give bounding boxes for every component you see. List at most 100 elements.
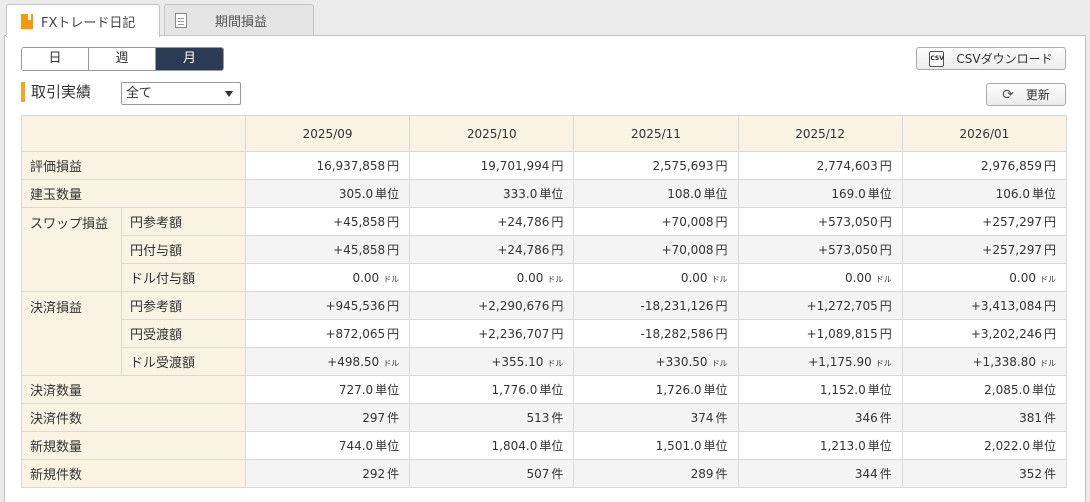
cell-unit: ドル: [875, 358, 892, 368]
table-cell: 1,804.0 単位: [409, 431, 575, 460]
table-cell: 2,085.0 単位: [901, 375, 1068, 404]
table-cell: 0.00 ドル: [737, 263, 903, 292]
table-cell: +1,175.90 ドル: [737, 347, 903, 376]
cell-unit: 円: [1043, 243, 1056, 257]
table-cell: 108.0 単位: [573, 179, 739, 208]
row-group-label: スワップ損益: [21, 207, 122, 292]
cell-unit: 円: [715, 215, 728, 229]
cell-unit: 件: [387, 467, 400, 481]
period-week-button[interactable]: 週: [89, 48, 156, 70]
row-sub-label: 円参考額: [121, 207, 246, 236]
cell-unit: 件: [715, 411, 728, 425]
table-cell: +872,065 円: [244, 319, 411, 348]
cell-value: -18,282,586: [640, 327, 714, 341]
cell-unit: 円: [715, 327, 728, 341]
table-cell: +573,050 円: [737, 207, 903, 236]
table-row: ドル付与額 0.00 ドル 0.00 ドル 0.00 ドル 0.00 ドル 0.00 ドル: [22, 263, 1068, 292]
cell-value: 507: [526, 467, 550, 481]
table-cell: +257,297 円: [901, 235, 1068, 264]
table-cell: 106.0 単位: [901, 179, 1068, 208]
table-cell: 346 件: [737, 403, 903, 432]
cell-unit: ドル: [711, 274, 728, 284]
table-cell: 1,213.0 単位: [737, 431, 903, 460]
table-row: 新規件数 292 件 507 件 289 件 344 件 352 件: [21, 459, 1068, 488]
csv-download-button[interactable]: CSV CSVダウンロード: [916, 47, 1066, 70]
refresh-button[interactable]: ⟳ 更新: [986, 83, 1066, 106]
cell-value: +1,338.80: [972, 354, 1037, 369]
cell-value: 1,501.0: [655, 439, 702, 453]
cell-unit: 単位: [867, 439, 892, 453]
row-label: 評価損益: [21, 151, 246, 180]
row-label: 新規数量: [21, 431, 246, 460]
cell-value: 0.00: [352, 270, 380, 285]
cell-unit: 円: [387, 299, 400, 313]
table-cell: +1,089,815 円: [737, 319, 903, 348]
table-row: 決済件数 297 件 513 件 374 件 346 件 381 件: [21, 403, 1068, 432]
table-cell: 1,152.0 単位: [737, 375, 903, 404]
cell-unit: 件: [1043, 411, 1056, 425]
cell-value: +45,858: [333, 243, 386, 257]
table-cell: +45,858 円: [244, 235, 411, 264]
table-cell: 0.00 ドル: [244, 263, 411, 292]
filter-select[interactable]: 全て: [121, 82, 241, 105]
cell-unit: ドル: [383, 274, 400, 284]
table-cell: 1,501.0 単位: [573, 431, 739, 460]
table-cell: -18,282,586 円: [573, 319, 739, 348]
section-accent-bar: [21, 82, 25, 102]
cell-unit: 単位: [1031, 187, 1056, 201]
cell-value: 2,085.0: [984, 383, 1030, 397]
table-cell: 507 件: [409, 459, 575, 488]
cell-unit: 件: [551, 411, 564, 425]
cell-value: 374: [690, 411, 714, 425]
row-sub-label: 円付与額: [121, 235, 246, 264]
cell-unit: 円: [387, 243, 400, 257]
table-cell: 344 件: [737, 459, 903, 488]
main-panel: 日 週 月 CSV CSVダウンロード 取引実績 全て ⟳ 更新 2025/09…: [4, 35, 1086, 502]
table-cell: +355.10 ドル: [409, 347, 575, 376]
cell-value: 2,022.0: [984, 439, 1030, 453]
cell-unit: 件: [715, 467, 728, 481]
period-month-button[interactable]: 月: [156, 48, 223, 70]
cell-unit: 単位: [375, 439, 400, 453]
table-cell: 2,022.0 単位: [901, 431, 1068, 460]
column-header: 2025/09: [244, 115, 411, 152]
table-cell: 169.0 単位: [737, 179, 903, 208]
table-cell: 305.0 単位: [244, 179, 411, 208]
table-cell: +1,338.80 ドル: [901, 347, 1068, 376]
cell-unit: ドル: [1040, 274, 1056, 284]
tab-fx-trade-diary[interactable]: FXトレード日記: [6, 4, 160, 37]
table-cell: +45,858 円: [244, 207, 411, 236]
tab-period-pnl[interactable]: 期間損益: [164, 4, 314, 36]
cell-value: 1,804.0: [491, 439, 538, 453]
table-cell: 744.0 単位: [244, 431, 411, 460]
table-cell: 333.0 単位: [409, 179, 575, 208]
notebook-icon: [21, 13, 33, 29]
cell-value: 169.0: [831, 187, 866, 201]
table-row: 円受渡額 +872,065 円 +2,236,707 円 -18,282,586 円 +1,0…: [22, 319, 1068, 348]
table-cell: 0.00 ドル: [409, 263, 575, 292]
table-cell: 0.00 ドル: [901, 263, 1068, 292]
cell-unit: ドル: [383, 358, 400, 368]
table-cell: +24,786 円: [409, 235, 575, 264]
cell-value: +257,297: [982, 243, 1042, 257]
table-cell: 0.00 ドル: [573, 263, 739, 292]
cell-unit: 単位: [539, 187, 564, 201]
table-row: 円付与額 +45,858 円 +24,786 円 +70,008 円 +573,050 円 +25…: [22, 235, 1068, 264]
period-day-button[interactable]: 日: [22, 48, 89, 70]
table-cell: 19,701,994 円: [409, 151, 575, 180]
cell-value: 16,937,858: [316, 159, 386, 173]
cell-unit: 円: [879, 243, 892, 257]
table-cell: 381 件: [901, 403, 1068, 432]
table-cell: 1,776.0 単位: [409, 375, 575, 404]
table-cell: -18,231,126 円: [573, 291, 739, 320]
cell-unit: 円: [715, 159, 728, 173]
cell-value: 2,774,603: [816, 159, 878, 173]
cell-unit: 円: [551, 327, 564, 341]
cell-value: +498.50: [327, 354, 380, 369]
cell-value: +24,786: [497, 243, 550, 257]
cell-value: +945,536: [325, 299, 386, 313]
cell-value: 2,575,693: [652, 159, 714, 173]
table-cell: +70,008 円: [573, 235, 739, 264]
cell-value: 333.0: [503, 187, 538, 201]
cell-unit: 円: [879, 327, 892, 341]
